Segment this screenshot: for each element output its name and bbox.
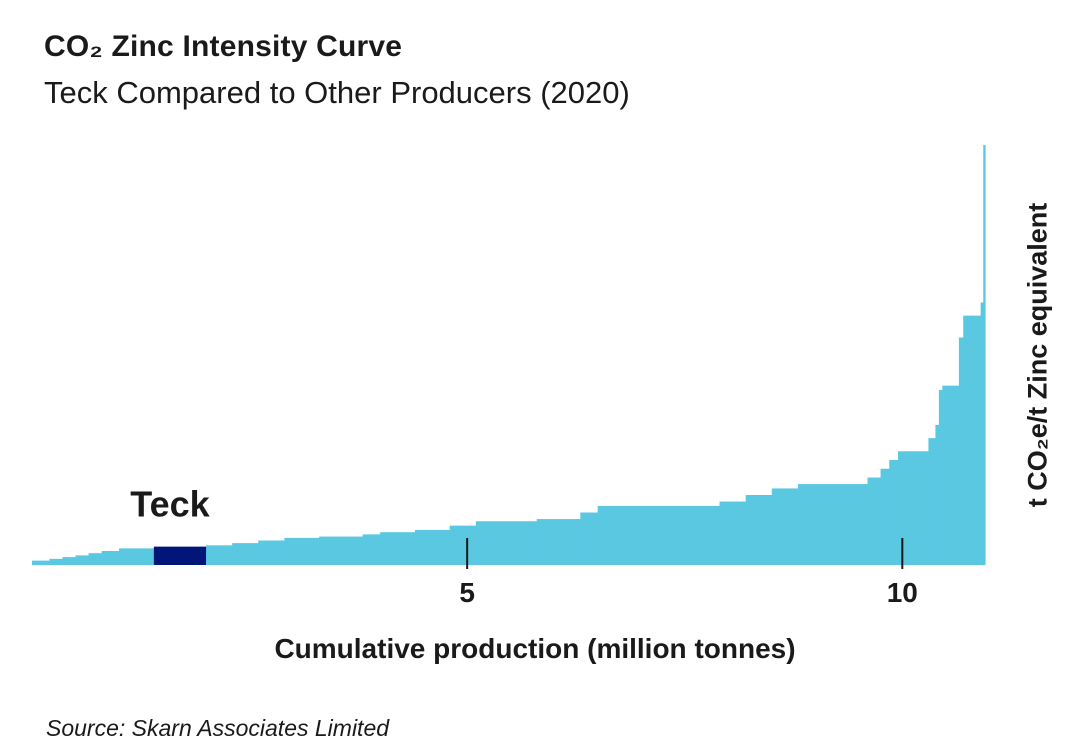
producer-bar xyxy=(380,532,416,565)
producer-bar xyxy=(284,537,320,565)
producer-bar xyxy=(62,557,77,565)
producer-bar xyxy=(867,477,882,565)
producer-bar xyxy=(101,551,120,565)
producer-bar xyxy=(980,302,984,565)
producer-bar xyxy=(258,540,285,565)
producer-bar xyxy=(75,555,90,565)
teck-bar xyxy=(153,546,207,565)
producer-bar xyxy=(963,315,982,565)
producer-bar xyxy=(797,484,869,565)
producer-bar xyxy=(32,560,51,565)
producer-bar xyxy=(942,385,960,565)
y-axis-label-wrap: t CO₂e/t Zinc equivalent xyxy=(1010,140,1066,570)
producer-bar xyxy=(449,525,477,565)
producer-bar xyxy=(958,337,964,565)
producer-bar xyxy=(719,501,747,565)
producer-bar xyxy=(745,495,773,565)
producer-bar xyxy=(983,145,986,565)
producer-bar xyxy=(232,543,259,565)
bars-layer xyxy=(32,145,986,565)
y-axis-label: t CO₂e/t Zinc equivalent xyxy=(1022,202,1053,508)
producer-bar xyxy=(928,438,936,565)
chart-title: CO₂ Zinc Intensity Curve xyxy=(44,30,403,63)
producer-bar xyxy=(597,505,721,565)
producer-bar xyxy=(49,558,64,565)
x-tick-label: 5 xyxy=(459,577,475,608)
producer-bar xyxy=(88,553,103,565)
producer-bar xyxy=(319,536,364,565)
x-tick-label: 10 xyxy=(887,577,918,608)
producer-bar xyxy=(206,545,233,565)
chart-area: 5 10 Teck Cumulative production (million … xyxy=(32,145,986,664)
x-axis-ticks: 5 10 xyxy=(459,538,918,608)
producer-bar xyxy=(475,521,538,565)
source-note: Source: Skarn Associates Limited xyxy=(46,715,390,741)
producer-bar xyxy=(889,460,899,565)
producer-bar xyxy=(536,519,581,565)
producer-bar xyxy=(771,488,799,565)
x-axis-label: Cumulative production (million tonnes) xyxy=(274,633,795,664)
producer-bar xyxy=(414,530,451,565)
producer-bar xyxy=(880,468,890,565)
producer-bar xyxy=(119,548,155,565)
producer-bar xyxy=(580,512,599,565)
producer-bar xyxy=(935,425,940,565)
chart-subtitle: Teck Compared to Other Producers (2020) xyxy=(44,75,630,110)
producer-bar xyxy=(938,390,943,565)
teck-annotation: Teck xyxy=(130,484,210,525)
producer-bar xyxy=(362,534,381,565)
